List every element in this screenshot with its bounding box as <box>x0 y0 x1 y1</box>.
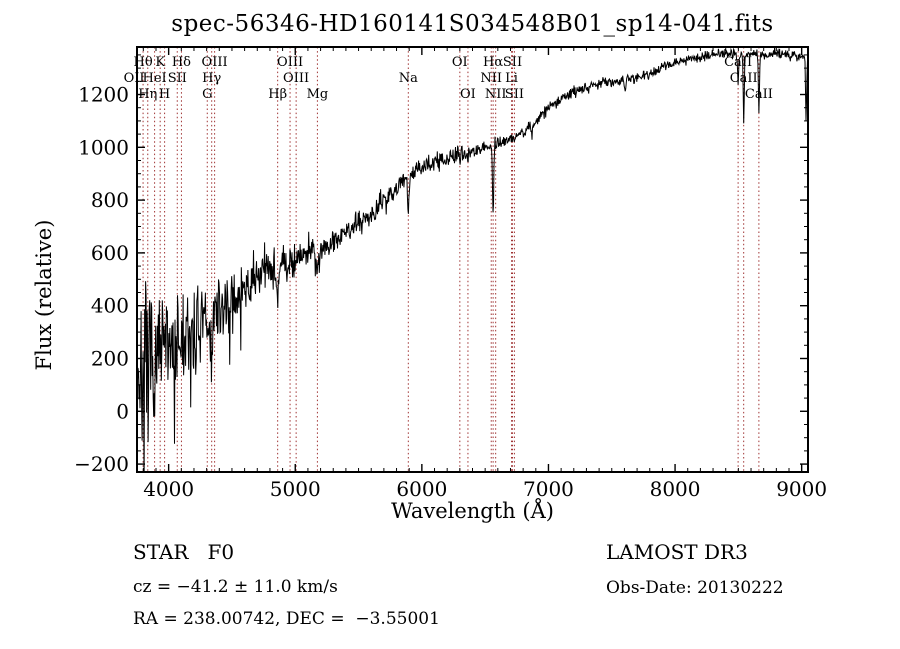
x-tick-label: 7000 <box>523 477 574 501</box>
spectral-line-label: Hβ <box>268 87 287 102</box>
y-tick-label: −200 <box>74 452 129 476</box>
spectral-line-label: Mg <box>307 87 329 102</box>
spectrum-trace <box>137 47 808 472</box>
plot-frame <box>136 46 809 473</box>
spectral-line-label: OI <box>452 55 468 70</box>
spectral-line-label: OIII <box>277 55 303 70</box>
y-tick-label: 1200 <box>78 83 129 107</box>
spectral-line-label: G <box>202 87 212 102</box>
y-tick-label: 600 <box>91 241 129 265</box>
spectral-line-label: SII <box>503 55 522 70</box>
y-axis-label: Flux (relative) <box>32 219 56 371</box>
x-tick-label: 9000 <box>776 477 827 501</box>
radial-velocity: cz = −41.2 ± 11.0 km/s <box>133 577 338 597</box>
x-tick-label: 6000 <box>396 477 447 501</box>
spectral-line-label: CaII <box>730 71 758 86</box>
spectral-line-label: OIII <box>283 71 309 86</box>
spectral-line-label: CaII <box>724 55 752 70</box>
coordinates: RA = 238.00742, DEC = −3.55001 <box>133 609 440 629</box>
spectral-line-label: Hα <box>483 55 503 70</box>
spectral-line-label: OI <box>460 87 476 102</box>
spectral-line-label: Li <box>505 71 518 86</box>
y-tick-label: 1000 <box>78 135 129 159</box>
observation-date: Obs-Date: 20130222 <box>606 578 784 598</box>
plot-title: spec-56346-HD160141S034548B01_sp14-041.f… <box>171 11 774 37</box>
spectral-line-label: K <box>155 55 165 70</box>
y-tick-label: 400 <box>91 294 129 318</box>
spectral-line-label: HeI <box>143 71 167 86</box>
spectral-line-label: NII <box>485 87 507 102</box>
x-tick-label: 4000 <box>143 477 194 501</box>
spectral-line-label: OII <box>124 71 145 86</box>
spectral-line-label: NII <box>480 71 502 86</box>
spectral-line-label: Hδ <box>172 55 191 70</box>
y-tick-label: 800 <box>91 188 129 212</box>
object-classification: STAR F0 <box>133 540 235 564</box>
spectral-line-label: Hγ <box>202 71 221 86</box>
y-tick-label: 200 <box>91 347 129 371</box>
spectral-line-label: OIII <box>202 55 228 70</box>
spectral-line-label: SII <box>168 71 187 86</box>
spectral-line-label: Hθ <box>134 55 153 70</box>
spectral-line-label: Hη <box>138 87 157 102</box>
spectral-line-label: Na <box>399 71 418 86</box>
spectral-line-label: SII <box>505 87 524 102</box>
x-axis-label: Wavelength (Å) <box>391 499 554 523</box>
spectral-line-label: H <box>159 87 170 102</box>
x-tick-label: 8000 <box>650 477 701 501</box>
survey-name: LAMOST DR3 <box>606 540 748 564</box>
x-tick-label: 5000 <box>270 477 321 501</box>
y-tick-label: 0 <box>116 399 129 423</box>
